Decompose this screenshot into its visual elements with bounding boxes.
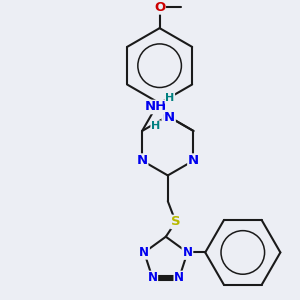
Text: N: N (182, 246, 192, 259)
Text: N: N (182, 246, 192, 259)
Text: N: N (139, 246, 149, 259)
Text: NH: NH (145, 100, 167, 113)
Text: N: N (162, 110, 173, 123)
Text: H: H (151, 121, 160, 131)
Text: H: H (165, 93, 174, 103)
Text: N: N (174, 272, 184, 284)
Text: O: O (154, 1, 165, 14)
Text: N: N (136, 154, 148, 167)
Text: N: N (164, 111, 175, 124)
Text: S: S (171, 215, 181, 228)
Text: N: N (148, 272, 158, 284)
Text: N: N (188, 154, 199, 167)
